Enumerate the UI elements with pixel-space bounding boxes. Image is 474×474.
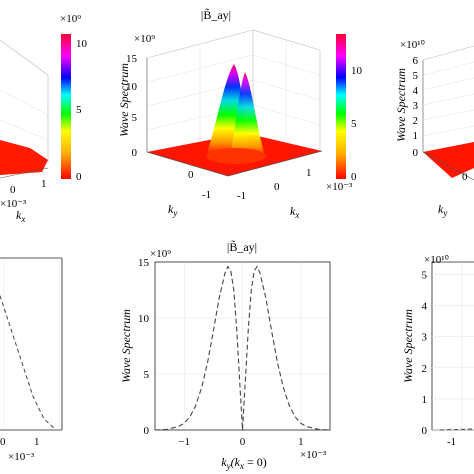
- xtick: 1: [34, 436, 40, 448]
- xtick: 0: [240, 436, 246, 448]
- x-exponent: ×10⁻³: [300, 449, 327, 461]
- xtick: -1: [447, 436, 456, 448]
- ytick: 0: [188, 169, 194, 181]
- ztick: 5: [413, 70, 419, 82]
- colorbar-tick: 0: [351, 171, 357, 183]
- colorbar-exponent: ×10⁹: [60, 13, 81, 25]
- y-exponent: ×10¹⁰: [424, 254, 450, 266]
- grid: [155, 261, 330, 431]
- z-axis-label: Wave Spectrum: [117, 63, 131, 137]
- ztick: 10: [126, 81, 138, 93]
- xtick: -1: [237, 190, 246, 202]
- ytick: 0: [422, 425, 428, 437]
- surface-peak-right: [229, 72, 266, 160]
- ztick: 2: [413, 115, 419, 127]
- surface-floor: [423, 142, 474, 178]
- panel-bottom-left: 0 1 ×10⁻³: [0, 257, 63, 463]
- grid: [3, 262, 60, 430]
- ztick: 3: [413, 100, 419, 112]
- xtick: 1: [298, 436, 304, 448]
- colorbar-tick: 5: [76, 104, 82, 116]
- plot-area: [154, 261, 331, 431]
- x-axis-label: kx: [16, 208, 25, 224]
- ztick: 6: [413, 55, 419, 67]
- ztick: 15: [126, 53, 138, 65]
- y-exponent: ×10⁹: [150, 248, 171, 260]
- xtick: 0: [0, 436, 6, 448]
- ztick: 1: [413, 130, 419, 142]
- panel-bottom-right: ×10¹⁰ 0 1 2 3 4 5 Wave Spectrum -1: [401, 254, 474, 448]
- ytick: -1: [202, 189, 211, 201]
- ztick: 4: [413, 85, 419, 97]
- panel-top-right: ×10¹⁰ 6 5 4 3 2 1 0 Wave Spectrum 0 ky: [394, 39, 474, 218]
- z-exponent: ×10⁹: [134, 33, 155, 45]
- panel-top-left: 0 1 ×10⁻³ kx ×10⁹ 10 5 0: [0, 13, 88, 224]
- x-axis-label: ky(kx = 0): [221, 455, 266, 471]
- series-line: [154, 265, 331, 431]
- ytick: 0: [462, 171, 468, 183]
- xtick: −1: [178, 436, 190, 448]
- ztick: 5: [132, 112, 138, 124]
- colorbar-tick: 5: [351, 118, 357, 130]
- colorbar: [336, 34, 346, 179]
- z-exponent: ×10¹⁰: [400, 39, 426, 51]
- ytick: 15: [138, 257, 150, 269]
- x-exponent: ×10⁻³: [0, 198, 27, 210]
- x-exponent: ×10⁻³: [326, 181, 353, 193]
- panel-bottom-middle: |B̃_ay| ×10⁹ 0 5 10 15 −1 0 1 Wave Spectrum ×…: [119, 240, 331, 471]
- ytick: 2: [422, 363, 428, 375]
- ytick: 4: [422, 301, 428, 313]
- xtick: 0: [10, 184, 16, 196]
- x-axis-label: kx: [290, 204, 299, 220]
- y-axis-label: ky: [168, 202, 177, 218]
- panel-top-middle: |B̃_ay| ×10⁹ 15 10 5 0 Wave Spectrum 0 -…: [117, 8, 363, 220]
- ztick: 0: [413, 147, 419, 159]
- ztick: 0: [132, 147, 138, 159]
- x-exponent: ×10⁻³: [8, 451, 35, 463]
- y-axis-label: Wave Spectrum: [119, 309, 133, 383]
- ytick: 0: [144, 425, 150, 437]
- series-line: [0, 295, 56, 430]
- colorbar-tick: 0: [76, 171, 82, 183]
- chart-title: |B̃_ay|: [201, 8, 231, 22]
- ytick: 1: [422, 394, 428, 406]
- chart-title: |B̃_ay|: [227, 240, 257, 254]
- xtick: 1: [41, 178, 47, 190]
- colorbar: [61, 34, 71, 179]
- ytick: 5: [144, 369, 150, 381]
- ytick: 10: [138, 313, 150, 325]
- colorbar-tick: 10: [76, 38, 88, 50]
- series-line: [439, 428, 474, 431]
- y-axis-label: ky: [438, 202, 447, 218]
- surface-floor: [0, 140, 48, 175]
- xtick: 1: [306, 167, 312, 179]
- colorbar-tick: 10: [351, 65, 363, 77]
- y-axis-label: Wave Spectrum: [401, 309, 415, 383]
- xtick: 0: [274, 181, 280, 193]
- z-axis-label: Wave Spectrum: [394, 68, 408, 142]
- ytick: 3: [422, 332, 428, 344]
- ytick: 5: [422, 269, 428, 281]
- surface-base: [206, 148, 266, 164]
